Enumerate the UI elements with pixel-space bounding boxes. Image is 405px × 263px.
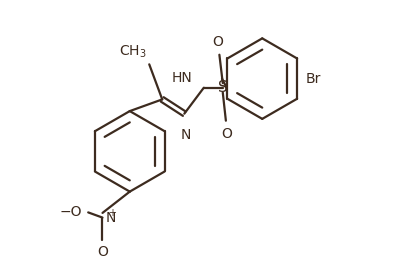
Text: −O: −O bbox=[59, 205, 82, 219]
Text: N: N bbox=[106, 211, 116, 225]
Text: O: O bbox=[97, 245, 108, 259]
Text: +: + bbox=[108, 208, 116, 218]
Text: CH$_3$: CH$_3$ bbox=[119, 44, 147, 60]
Text: HN: HN bbox=[171, 71, 192, 85]
Text: S: S bbox=[218, 80, 228, 95]
Text: N: N bbox=[181, 128, 191, 142]
Text: O: O bbox=[222, 127, 232, 141]
Text: O: O bbox=[213, 35, 224, 49]
Text: Br: Br bbox=[306, 72, 321, 86]
